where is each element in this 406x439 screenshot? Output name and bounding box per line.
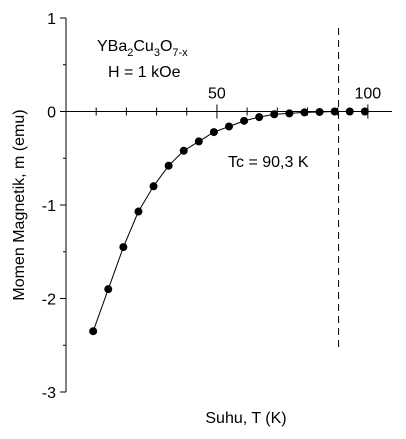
data-point bbox=[225, 122, 233, 131]
data-point bbox=[285, 109, 294, 118]
tick-labels: 1 0 -1 -2 -3 50 100 bbox=[42, 11, 382, 402]
series-line bbox=[92, 111, 365, 332]
x-axis-title: Suhu, T (K) bbox=[205, 410, 286, 427]
tc-annotation: Tc = 90,3 K bbox=[228, 154, 309, 171]
data-point bbox=[330, 107, 339, 116]
y-axis-title: Momen Magnetik, m (emu) bbox=[11, 109, 28, 300]
data-point bbox=[89, 327, 98, 336]
data-point bbox=[164, 161, 173, 170]
data-point bbox=[315, 107, 324, 116]
y-tick-label: -2 bbox=[42, 292, 56, 309]
y-tick-label: 1 bbox=[47, 11, 56, 28]
data-point bbox=[270, 110, 279, 119]
y-tick-label: -3 bbox=[42, 385, 56, 402]
x-tick-label: 50 bbox=[208, 86, 226, 103]
data-point bbox=[119, 243, 128, 252]
data-point bbox=[194, 137, 203, 146]
field-annotation: H = 1 kOe bbox=[108, 64, 181, 81]
data-point bbox=[179, 146, 188, 155]
y-tick-label: -1 bbox=[42, 198, 56, 215]
data-point bbox=[360, 107, 369, 116]
data-point bbox=[134, 207, 143, 216]
data-point bbox=[240, 116, 249, 125]
data-point bbox=[104, 285, 113, 294]
data-point bbox=[149, 182, 158, 191]
data-point bbox=[255, 113, 264, 122]
data-point bbox=[209, 128, 218, 137]
y-tick-label: 0 bbox=[47, 105, 56, 122]
data-point bbox=[345, 107, 354, 116]
compound-formula: YBa2Cu3O7-x bbox=[97, 38, 188, 59]
data-point bbox=[300, 108, 309, 117]
x-tick-label: 100 bbox=[355, 86, 382, 103]
data-series bbox=[89, 107, 369, 336]
tick-marks bbox=[60, 17, 369, 393]
